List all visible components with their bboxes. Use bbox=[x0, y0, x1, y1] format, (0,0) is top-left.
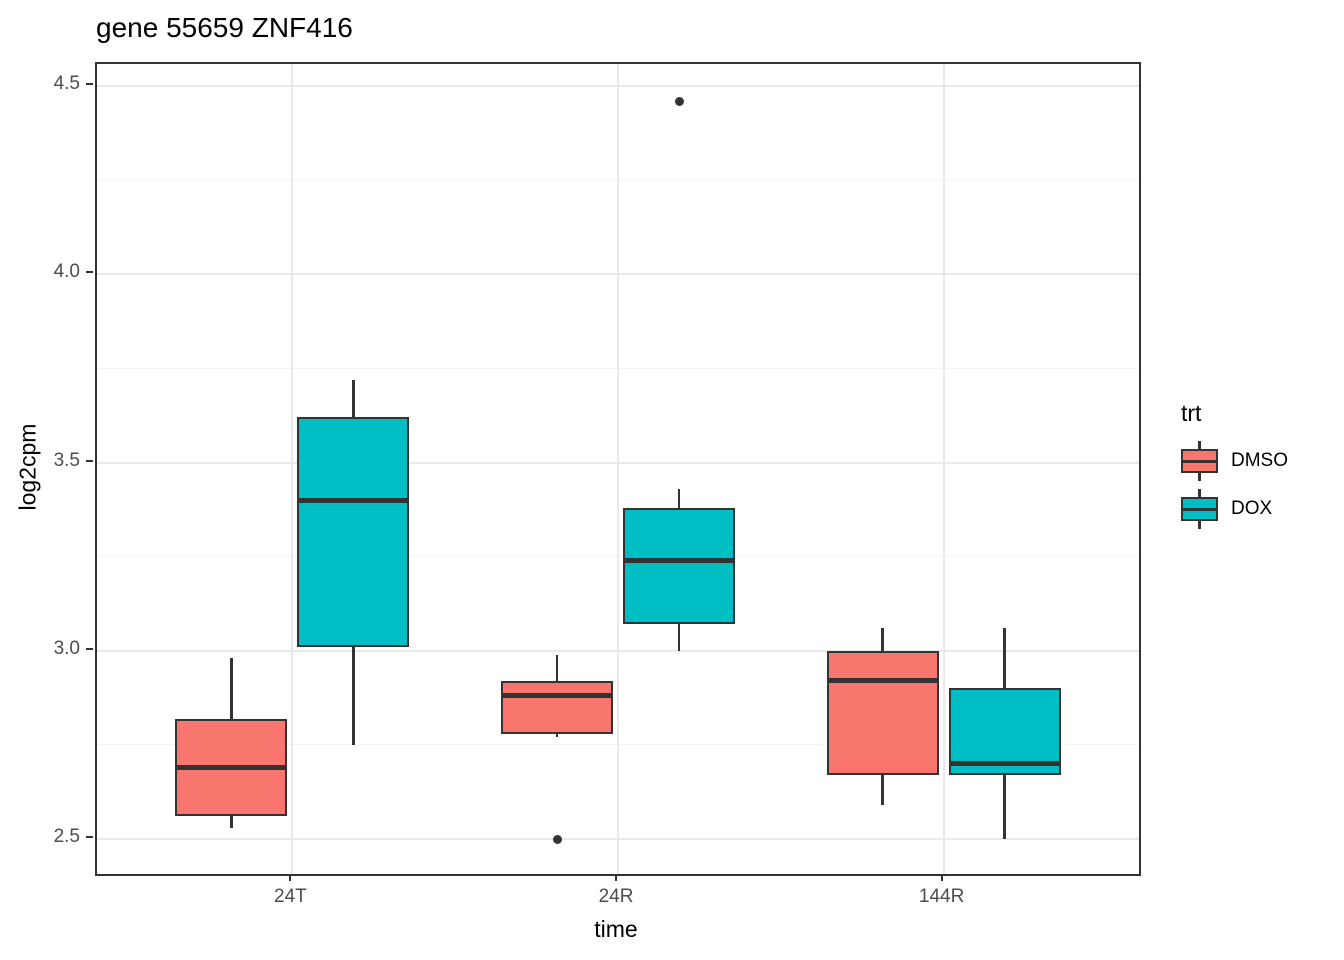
x-tick-label: 24R bbox=[598, 886, 634, 907]
legend-label: DOX bbox=[1231, 498, 1273, 519]
boxplot-dox-24r-box bbox=[623, 507, 735, 625]
boxplot-dox-144r-median bbox=[948, 761, 1061, 767]
boxplot-dmso-24t-upper-whisker bbox=[230, 658, 233, 719]
gridline-major-vertical bbox=[291, 64, 294, 874]
boxplot-dmso-24t-lower-whisker bbox=[230, 816, 233, 828]
boxplot-dox-24r-outlier bbox=[674, 96, 684, 106]
legend-entry-dox: DOX bbox=[1181, 489, 1288, 529]
legend-label: DMSO bbox=[1231, 450, 1288, 471]
gridline-major-vertical bbox=[942, 64, 945, 874]
x-tick-mark bbox=[940, 874, 943, 881]
boxplot-dmso-24r-box bbox=[501, 680, 613, 734]
legend: trt DMSO DOX bbox=[1181, 400, 1288, 537]
x-tick-label: 24T bbox=[274, 886, 307, 907]
boxplot-dox-24r-upper-whisker bbox=[677, 488, 681, 508]
boxplot-dmso-24r-outlier bbox=[552, 834, 562, 844]
boxplot-dox-24t-upper-whisker bbox=[352, 379, 355, 418]
boxplot-key-icon bbox=[1181, 441, 1218, 481]
y-tick-label: 4.5 bbox=[53, 73, 80, 94]
x-tick-mark bbox=[289, 874, 292, 881]
boxplot-dox-144r-lower-whisker bbox=[1003, 774, 1006, 839]
boxplot-dmso-144r-upper-whisker bbox=[881, 628, 884, 651]
y-tick-mark bbox=[86, 459, 93, 462]
x-tick-mark bbox=[615, 874, 617, 881]
x-axis-title: time bbox=[594, 916, 638, 942]
y-tick-label: 3.5 bbox=[53, 449, 80, 471]
legend-entry-dmso: DMSO bbox=[1181, 441, 1288, 481]
y-tick-mark bbox=[86, 647, 93, 650]
legend-entries: DMSO DOX bbox=[1181, 441, 1288, 529]
boxplot-dmso-24r-lower-whisker bbox=[555, 733, 559, 738]
key-median-line bbox=[1181, 459, 1218, 463]
boxplot-key-icon bbox=[1181, 489, 1218, 529]
boxplot-dmso-24t-median bbox=[175, 764, 288, 770]
y-tick-label: 2.5 bbox=[53, 826, 80, 847]
boxplot-dmso-144r-lower-whisker bbox=[881, 774, 884, 806]
key-median-line bbox=[1181, 507, 1218, 511]
boxplot-dox-24t-box bbox=[297, 417, 410, 647]
boxplot-dox-24t-median bbox=[297, 497, 410, 503]
y-tick-label: 3.0 bbox=[53, 637, 80, 659]
boxplot-dox-24r-median bbox=[623, 557, 735, 563]
boxplot-dmso-24r-upper-whisker bbox=[555, 654, 559, 681]
boxplot-dmso-24r-median bbox=[501, 693, 613, 699]
boxplot-dmso-144r-median bbox=[826, 678, 939, 684]
plot-title: gene 55659 ZNF416 bbox=[96, 12, 353, 43]
x-tick-label: 144R bbox=[918, 886, 965, 907]
y-tick-mark bbox=[86, 83, 93, 85]
boxplot-dox-24r-lower-whisker bbox=[677, 624, 681, 651]
boxplot-dox-144r-box bbox=[948, 688, 1061, 775]
boxplot-dmso-144r-box bbox=[826, 650, 939, 775]
y-tick-label: 4.0 bbox=[53, 261, 80, 283]
plot-panel bbox=[95, 62, 1141, 876]
gridline-major-vertical bbox=[617, 64, 619, 874]
y-tick-mark bbox=[86, 271, 93, 274]
y-tick-mark bbox=[86, 836, 93, 838]
boxplot-dox-24t-lower-whisker bbox=[352, 646, 355, 745]
boxplot-dox-144r-upper-whisker bbox=[1003, 628, 1006, 689]
legend-title: trt bbox=[1181, 400, 1202, 426]
